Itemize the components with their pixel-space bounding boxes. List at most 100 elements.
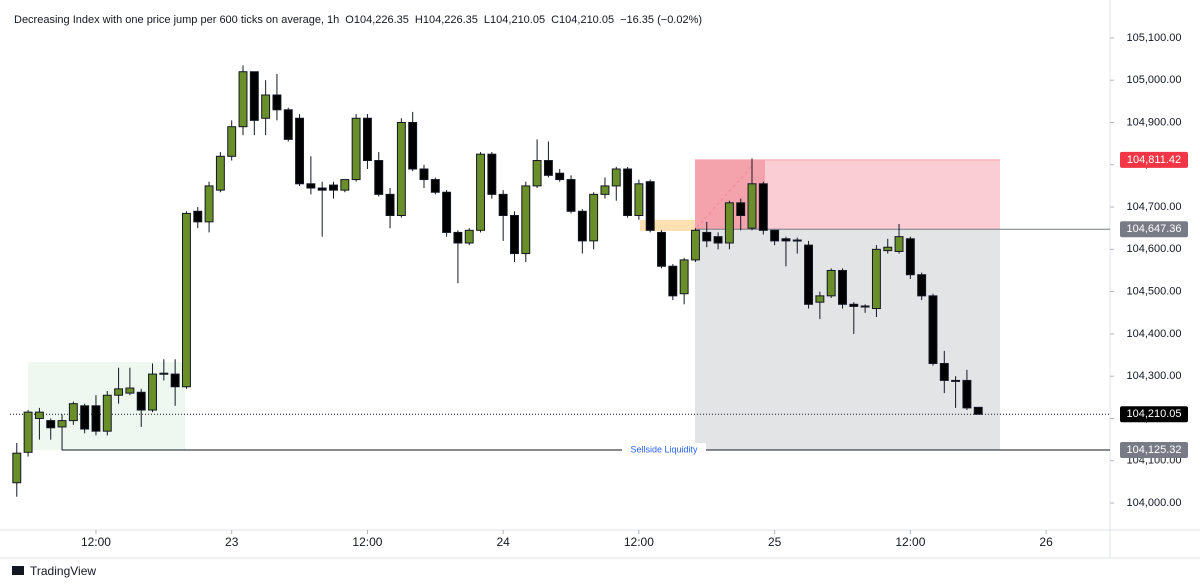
y-tick-label: 104,600.00 (1126, 243, 1181, 255)
body-down (713, 236, 723, 244)
body-down (566, 179, 576, 212)
body-down (668, 265, 678, 297)
body-down (329, 184, 338, 191)
body-down (555, 172, 565, 181)
body-up (261, 94, 271, 119)
body-up (238, 71, 248, 128)
body-down (657, 231, 666, 267)
position-path (696, 165, 753, 228)
body-up (589, 193, 599, 242)
body-down (362, 117, 372, 162)
body-up (894, 236, 904, 252)
price-label: 104,125.32 (1126, 444, 1181, 456)
body-down (306, 183, 316, 189)
price-label: 104,210.05 (1126, 408, 1181, 420)
annotation: Sellside Liquidity (630, 444, 698, 454)
chart-header: Decreasing Index with one price jump per… (14, 14, 702, 26)
y-tick-label: 105,000.00 (1126, 74, 1181, 86)
body-down (272, 94, 282, 111)
body-down (419, 168, 429, 181)
body-down (758, 183, 768, 231)
brand-logo (12, 566, 24, 575)
body-up (102, 394, 112, 432)
body-down (905, 238, 915, 276)
body-down (838, 269, 847, 305)
body-down (498, 193, 508, 217)
body-up (125, 387, 135, 394)
body-down (283, 109, 293, 140)
brand-name: TradingView (30, 564, 96, 578)
annotation-bg (622, 443, 706, 458)
y-tick-label: 104,300.00 (1126, 370, 1181, 382)
body-down (385, 193, 395, 217)
body-down (645, 181, 655, 231)
body-up (148, 373, 157, 411)
body-down (510, 215, 519, 255)
x-tick-label: 23 (225, 535, 239, 549)
close-value: C104,210.05 (551, 14, 614, 26)
body-up (724, 202, 734, 244)
body-down (577, 210, 587, 242)
x-tick-label: 12:00 (81, 535, 111, 549)
body-down (80, 405, 90, 430)
body-down (781, 238, 791, 242)
y-tick-label: 104,400.00 (1126, 328, 1181, 340)
body-up (815, 295, 825, 303)
body-up (396, 121, 406, 217)
body-down (46, 420, 56, 429)
body-up (600, 185, 610, 195)
order-block (640, 220, 695, 231)
x-tick-label: 26 (1039, 535, 1053, 549)
y-tick-label: 104,000.00 (1126, 497, 1181, 509)
body-up (883, 246, 893, 252)
price-label: 104,811.42 (1127, 154, 1181, 166)
body-down (928, 295, 938, 365)
body-up (34, 411, 44, 419)
body-up (464, 229, 474, 244)
x-tick-label: 25 (768, 535, 782, 549)
body-down (91, 405, 101, 432)
price-label-bg (1120, 221, 1188, 238)
body-up (634, 183, 644, 217)
body-down (374, 160, 384, 195)
change-value: −16.35 (−0.02%) (620, 14, 702, 26)
body-down (973, 406, 983, 415)
body-down (430, 179, 440, 193)
body-down (849, 303, 859, 307)
body-up (340, 179, 350, 191)
x-tick-label: 24 (496, 535, 510, 549)
body-up (826, 269, 836, 297)
y-tick-label: 105,100.00 (1126, 32, 1181, 44)
body-down (295, 117, 305, 185)
price-label: 104,647.36 (1126, 223, 1181, 235)
body-down (792, 239, 802, 242)
body-up (181, 212, 191, 388)
body-down (170, 373, 180, 388)
body-up (204, 185, 214, 223)
brand: TradingView (12, 564, 96, 578)
body-down (249, 71, 259, 121)
y-tick-label: 104,900.00 (1126, 116, 1181, 128)
low-value: L104,210.05 (484, 14, 545, 26)
body-up (521, 185, 531, 255)
body-up (611, 168, 621, 187)
body-up (23, 411, 33, 453)
body-down (860, 305, 870, 308)
body-up (114, 388, 124, 396)
body-down (951, 379, 961, 382)
body-down (543, 160, 553, 176)
body-up (351, 117, 361, 181)
body-down (702, 231, 712, 242)
body-up (227, 126, 237, 157)
body-down (736, 202, 746, 217)
body-down (442, 191, 452, 233)
body-up (159, 372, 169, 375)
price-label-bg (1120, 406, 1188, 423)
body-down (408, 121, 418, 170)
body-up (690, 229, 700, 261)
price-label-bg (1120, 442, 1188, 459)
body-down (193, 210, 203, 223)
body-up (215, 155, 225, 191)
x-tick-label: 12:00 (624, 535, 654, 549)
